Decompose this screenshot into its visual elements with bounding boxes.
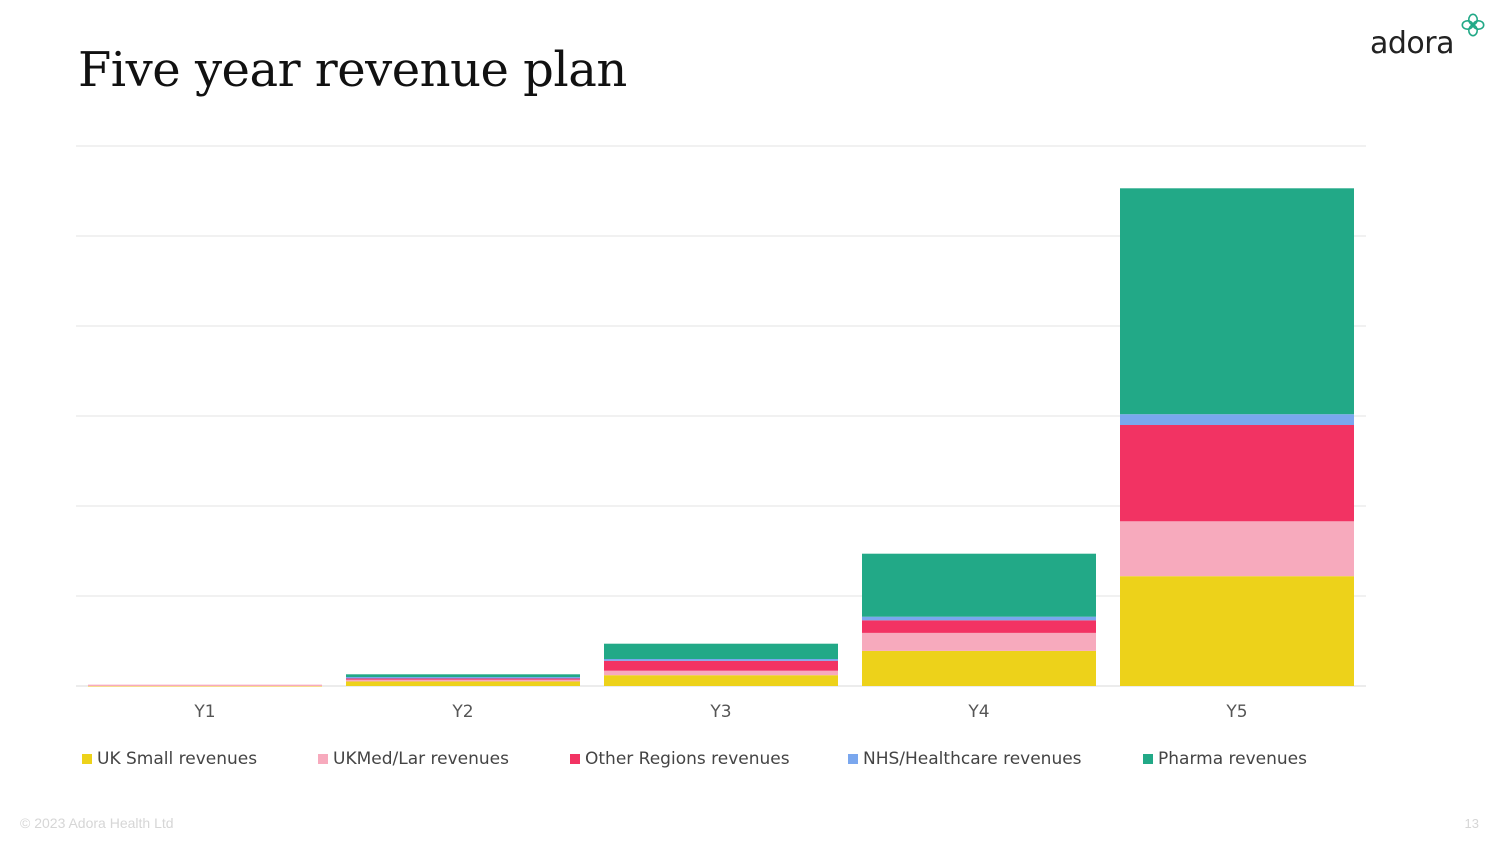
bar-segment-y2-series-1 <box>346 681 580 686</box>
legend-item: UKMed/Lar revenues <box>318 749 509 769</box>
bar-segment-y4-series-2 <box>862 632 1096 651</box>
bar-segment-y3-series-5 <box>604 643 838 659</box>
legend-label: UK Small revenues <box>97 749 258 769</box>
legend-label: Pharma revenues <box>1158 749 1307 769</box>
bar-segment-y2-series-5 <box>346 674 580 677</box>
logo-wordmark: adora <box>1370 26 1455 61</box>
bar-segment-y2-series-3 <box>346 677 580 680</box>
bar-segment-y3-series-1 <box>604 675 838 686</box>
revenue-chart: Y1 Y2 Y3 Y4 Y5 <box>76 145 1366 722</box>
bar-segment-y5-series-2 <box>1120 521 1354 577</box>
bar-segment-y4-series-3 <box>862 620 1096 633</box>
legend-swatch <box>1143 754 1153 764</box>
chart-legend: UK Small revenues UKMed/Lar revenues Other… <box>82 749 1382 771</box>
legend-item: UK Small revenues <box>82 749 257 769</box>
company-logo: adora <box>1366 10 1486 61</box>
bar-segment-y2-series-2 <box>346 679 580 682</box>
bar-segment-y5-series-1 <box>1120 576 1354 686</box>
bar-segment-y3-series-4 <box>604 659 838 661</box>
bar-segment-y5-series-3 <box>1120 425 1354 522</box>
legend-swatch <box>848 754 858 764</box>
bar-segment-y5-series-4 <box>1120 414 1354 425</box>
page-title: Five year revenue plan <box>78 42 627 98</box>
bar-segment-y4-series-1 <box>862 650 1096 686</box>
copyright-footer: © 2023 Adora Health Ltd <box>20 815 174 831</box>
adora-flower-icon <box>1461 13 1485 37</box>
legend-swatch <box>570 754 580 764</box>
bar-segment-y2-series-4 <box>346 677 580 679</box>
x-tick-label: Y1 <box>193 702 215 722</box>
x-tick-label: Y4 <box>967 702 989 722</box>
page-number: 13 <box>1464 816 1479 831</box>
legend-label: Other Regions revenues <box>585 749 790 769</box>
legend-swatch <box>318 754 328 764</box>
legend-item: Other Regions revenues <box>570 749 790 769</box>
x-tick-label: Y2 <box>451 702 473 722</box>
bar-segment-y3-series-3 <box>604 660 838 671</box>
legend-item: Pharma revenues <box>1143 749 1307 769</box>
bar-segment-y4-series-4 <box>862 616 1096 621</box>
x-tick-label: Y5 <box>1225 702 1247 722</box>
bar-segment-y3-series-2 <box>604 670 838 676</box>
legend-item: NHS/Healthcare revenues <box>848 749 1082 769</box>
bar-segment-y4-series-5 <box>862 553 1096 617</box>
legend-label: NHS/Healthcare revenues <box>863 749 1082 769</box>
legend-swatch <box>82 754 92 764</box>
bar-segment-y1-series-2 <box>88 684 322 687</box>
x-tick-label: Y3 <box>709 702 731 722</box>
legend-label: UKMed/Lar revenues <box>333 749 509 769</box>
bar-segment-y5-series-5 <box>1120 188 1354 415</box>
